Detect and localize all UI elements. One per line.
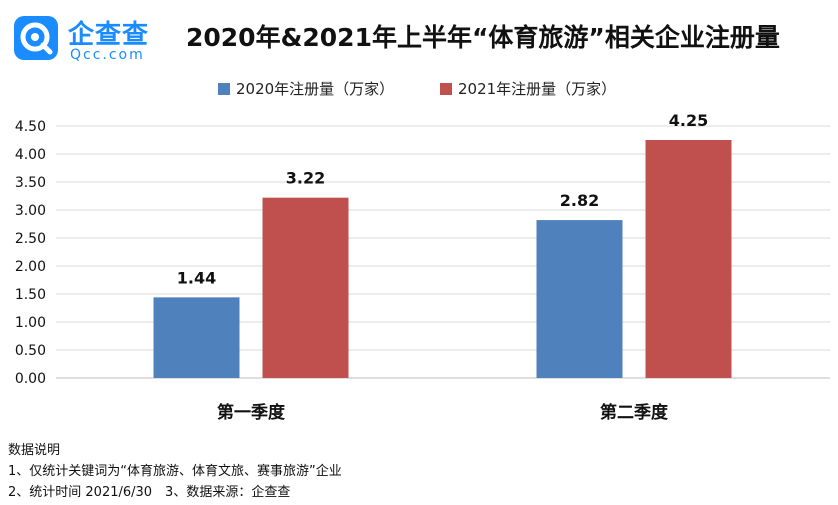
legend-item-2020: 2020年注册量（万家） bbox=[218, 78, 394, 99]
y-tick-label: 1.00 bbox=[15, 315, 46, 331]
y-tick-label: 4.50 bbox=[15, 119, 46, 135]
data-label: 4.25 bbox=[669, 111, 708, 130]
legend-label-2021: 2021年注册量（万家） bbox=[458, 80, 617, 98]
chart-legend: 2020年注册量（万家） 2021年注册量（万家） bbox=[0, 78, 838, 100]
bar bbox=[645, 140, 732, 378]
legend-label-2020: 2020年注册量（万家） bbox=[236, 80, 395, 98]
y-tick-label: 1.50 bbox=[15, 287, 46, 303]
legend-item-2021: 2021年注册量（万家） bbox=[440, 78, 616, 99]
y-tick-label: 2.00 bbox=[15, 259, 46, 275]
y-tick-label: 0.00 bbox=[15, 371, 46, 387]
bar bbox=[262, 197, 349, 378]
y-tick-label: 3.50 bbox=[15, 175, 46, 191]
notes-heading: 数据说明 bbox=[8, 443, 61, 458]
chart-title: 2020年&2021年上半年“体育旅游”相关企业注册量 bbox=[186, 23, 780, 52]
y-tick-label: 4.00 bbox=[15, 147, 46, 163]
x-tick-label: 第一季度 bbox=[217, 402, 286, 423]
data-label: 3.22 bbox=[286, 169, 325, 188]
data-label: 2.82 bbox=[560, 191, 599, 210]
y-tick-label: 2.50 bbox=[15, 231, 46, 247]
bar bbox=[153, 297, 240, 378]
bar-chart: 0.00 0.50 1.00 1.50 2.00 2.50 3.00 3.50 4.00 4.50… bbox=[15, 111, 830, 423]
y-tick-label: 3.00 bbox=[15, 203, 46, 219]
qcc-logo: 企查查 Qcc.com bbox=[14, 14, 164, 66]
logo-name: 企查查 bbox=[68, 20, 150, 50]
bar bbox=[536, 220, 623, 378]
x-tick-label: 第二季度 bbox=[600, 402, 669, 423]
qcc-logo-icon bbox=[14, 16, 58, 60]
data-notes: 数据说明 1、仅统计关键词为“体育旅游、体育文旅、赛事旅游”企业 2、统计时间 … bbox=[8, 440, 342, 503]
notes-line-1: 1、仅统计关键词为“体育旅游、体育文旅、赛事旅游”企业 bbox=[8, 464, 342, 479]
legend-swatch-2021 bbox=[440, 82, 452, 95]
y-tick-label: 0.50 bbox=[15, 343, 46, 359]
notes-line-2: 2、统计时间 2021/6/30 3、数据来源：企查查 bbox=[8, 485, 291, 500]
logo-domain: Qcc.com bbox=[70, 47, 145, 63]
data-label: 1.44 bbox=[177, 268, 216, 287]
legend-swatch-2020 bbox=[218, 82, 230, 95]
